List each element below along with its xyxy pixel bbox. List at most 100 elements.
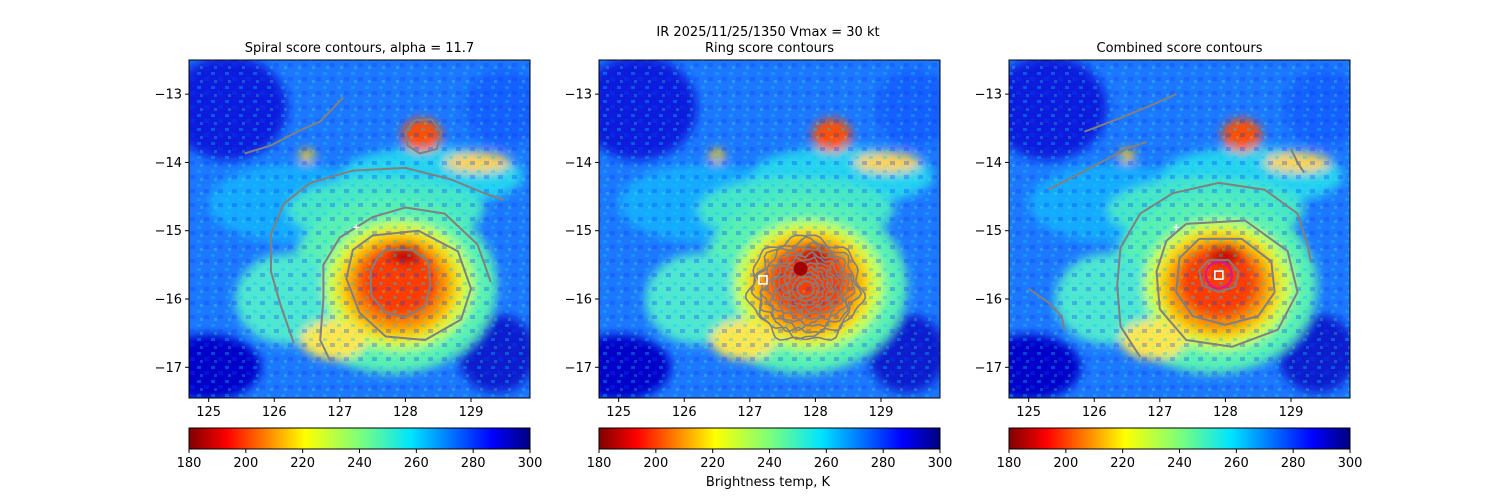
colorbar-tick-label: 200 (643, 456, 668, 471)
y-tick-label: −17 (975, 361, 1002, 376)
center-marker (1214, 270, 1224, 280)
ring-contour (785, 269, 826, 308)
x-tick-label: 125 (606, 405, 631, 420)
colorbar (188, 427, 531, 450)
x-tick-label: 127 (1147, 405, 1172, 420)
fit-circle (1204, 260, 1233, 290)
ring-contour (774, 261, 837, 318)
colorbar-tick-label: 300 (928, 456, 953, 471)
x-tick-label: 128 (803, 405, 828, 420)
contour-west (1028, 287, 1066, 330)
x-tick-label: 129 (1279, 405, 1304, 420)
colorbar-tick-label: 240 (757, 456, 782, 471)
ring-contours (745, 234, 867, 341)
colorbar-tick-label: 220 (1110, 456, 1135, 471)
x-tick-label: 125 (196, 405, 221, 420)
panel-title: Ring score contours (705, 41, 834, 56)
axes-frame (598, 59, 941, 399)
x-tick-label: 128 (393, 405, 418, 420)
first-guess-marker (353, 224, 360, 231)
y-tick-label: −14 (155, 156, 182, 171)
colorbar-tick-label: 180 (587, 456, 612, 471)
y-tick-label: −15 (155, 224, 182, 239)
y-tick-label: −14 (565, 156, 592, 171)
panel-1: Spiral score contours, alpha = 11.7 125 12… (155, 41, 543, 471)
y-tick-label: −16 (155, 292, 182, 307)
colorbar-tick-label: 180 (177, 456, 202, 471)
y-tick-label: −17 (565, 361, 592, 376)
x-tick-label: 129 (869, 405, 894, 420)
axes-frame (188, 59, 531, 399)
y-tick-label: −17 (155, 361, 182, 376)
contour-far (1047, 140, 1148, 191)
ir-image (189, 60, 530, 398)
panel-title: Combined score contours (1097, 41, 1263, 56)
y-tick-label: −15 (565, 224, 592, 239)
ir-image (599, 60, 940, 398)
y-tick-label: −16 (565, 292, 592, 307)
contour-east (1290, 148, 1305, 174)
y-tick-label: −14 (975, 156, 1002, 171)
x-tick-label: 127 (737, 405, 762, 420)
colorbar-tick-label: 180 (997, 456, 1022, 471)
ring-contour (759, 248, 850, 332)
ring-contour (781, 265, 832, 312)
ring-contour (755, 241, 856, 334)
panel-title: Spiral score contours, alpha = 11.7 (245, 41, 474, 56)
panel-2: Ring score contours 125 126 127 128 129 −13 −14… (565, 41, 953, 471)
x-tick-label: 125 (1016, 405, 1041, 420)
colorbar-tick-label: 260 (404, 456, 429, 471)
contour-core (1198, 259, 1240, 294)
ring-core (793, 261, 808, 276)
ring-contour (795, 279, 816, 299)
contour-set (1028, 93, 1312, 358)
colorbar-tick-label: 260 (1224, 456, 1249, 471)
suptitle: IR 2025/11/25/1350 Vmax = 30 kt (656, 25, 879, 40)
y-tick-label: −15 (975, 224, 1002, 239)
first-guess-marker (1173, 224, 1180, 231)
colorbar-label: Brightness temp, K (706, 475, 831, 490)
ring-contour (751, 236, 863, 340)
colorbar-tick-label: 240 (347, 456, 372, 471)
contour-north (244, 96, 344, 155)
contour-far (270, 166, 505, 344)
x-tick-label: 126 (672, 405, 697, 420)
y-tick-label: −13 (975, 88, 1002, 103)
contour-inner (369, 248, 432, 319)
ring-contour (790, 274, 821, 304)
y-tick-label: −13 (565, 88, 592, 103)
colorbar-tick-label: 200 (233, 456, 258, 471)
x-tick-label: 127 (327, 405, 352, 420)
contour-middle (1155, 219, 1299, 348)
colorbar-tick-label: 220 (290, 456, 315, 471)
center-marker (758, 275, 768, 285)
colorbar-tick-label: 240 (1167, 456, 1192, 471)
ir-texture (189, 60, 530, 398)
contour-outer (1116, 181, 1312, 358)
colorbar-tick-label: 220 (700, 456, 725, 471)
colorbar-tick-label: 280 (461, 456, 486, 471)
y-tick-label: −16 (975, 292, 1002, 307)
colorbar-tick-label: 280 (1281, 456, 1306, 471)
y-tick-label: −13 (155, 88, 182, 103)
colorbar-tick-label: 260 (814, 456, 839, 471)
ring-contour (766, 251, 846, 327)
colorbar-tick-label: 300 (518, 456, 543, 471)
ir-image (1009, 60, 1350, 398)
panel-3: Combined score contours 125 126 127 128 129 −1… (975, 41, 1363, 471)
axes-frame (1008, 59, 1351, 399)
ring-contour (745, 234, 867, 341)
x-tick-label: 126 (262, 405, 287, 420)
contour-north (1084, 93, 1177, 133)
ir-texture (599, 60, 940, 398)
colorbar-tick-label: 300 (1338, 456, 1363, 471)
colorbar-tick-label: 280 (871, 456, 896, 471)
x-tick-label: 126 (1082, 405, 1107, 420)
x-tick-label: 129 (459, 405, 484, 420)
colorbar (1008, 427, 1351, 450)
colorbar-tick-label: 200 (1053, 456, 1078, 471)
contour-inner (1175, 237, 1276, 326)
contour-set (244, 96, 505, 361)
colorbar (598, 427, 941, 450)
